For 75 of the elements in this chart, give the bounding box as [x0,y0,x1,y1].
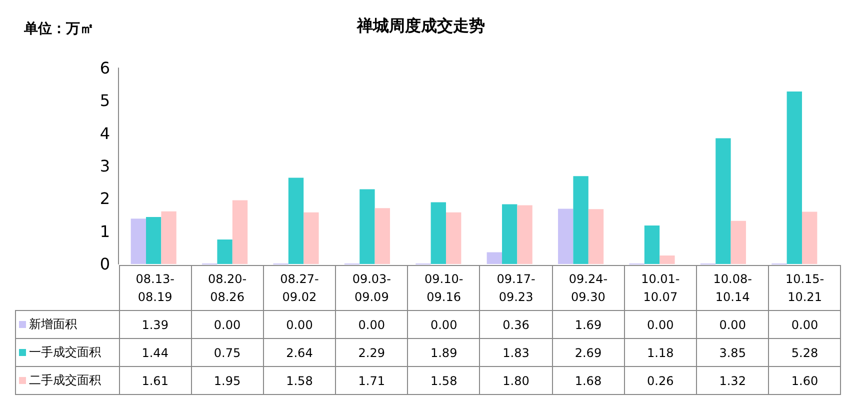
y-axis-title: 单位：万㎡ [24,20,94,38]
bar [588,209,604,264]
data-label: 1.89 [408,338,480,366]
bar [304,212,319,264]
y-tick-label: 5 [100,91,110,110]
data-label: 1.60 [768,366,841,394]
bar [786,92,802,264]
bar [716,138,731,264]
legend-label: 二手成交面积 [16,366,119,394]
data-label: 2.29 [336,338,408,366]
data-label: 1.95 [191,366,264,394]
bar [161,211,176,264]
data-label: 0.00 [191,310,264,338]
x-tick-label: 09.03-09.09 [336,266,408,310]
x-tick-label: 09.10-09.16 [408,266,480,310]
data-label: 1.83 [480,338,552,366]
bar [446,212,462,264]
data-label: 2.69 [552,338,624,366]
data-label: 0.36 [480,310,552,338]
y-tick-label: 1 [100,222,110,241]
y-tick-label: 4 [100,124,110,143]
data-label: 0.75 [191,338,264,366]
bar [660,256,675,264]
bar [730,220,746,264]
data-label: 0.26 [624,366,696,394]
bar [430,202,446,264]
data-label: 1.68 [552,366,624,394]
data-label: 1.39 [119,310,192,338]
x-tick-label: 09.17-09.23 [480,266,552,310]
bar [486,252,502,264]
chart-title: 禅城周度成交走势 [357,16,485,35]
data-label: 1.80 [480,366,552,394]
bar [558,208,574,264]
y-tick-label: 6 [100,58,110,78]
x-tick-label: 10.01-10.07 [624,266,696,310]
bar [573,176,588,264]
bar [146,216,162,264]
bar [802,212,818,264]
data-label: 1.58 [408,366,480,394]
x-tick-label: 10.15-10.21 [768,266,841,310]
legend-label: 一手成交面积 [16,338,119,366]
data-label: 0.00 [263,310,336,338]
x-tick-label: 08.20-08.26 [191,266,264,310]
bar [644,225,660,264]
data-label: 1.18 [624,338,696,366]
bar [130,218,146,264]
bar [288,178,304,264]
data-label: 1.61 [119,366,192,394]
data-label: 3.85 [696,338,769,366]
bar [217,240,232,264]
y-tick-label: 2 [100,189,110,208]
data-label: 0.00 [768,310,841,338]
bar [517,205,532,264]
data-label: 1.32 [696,366,769,394]
data-label: 2.64 [263,338,336,366]
data-label: 0.00 [624,310,696,338]
bar [232,200,248,264]
data-label: 0.00 [696,310,769,338]
data-label: 0.00 [336,310,408,338]
bar [360,189,375,264]
x-tick-label: 08.27-09.02 [263,266,336,310]
x-tick-label: 08.13-08.19 [119,266,192,310]
data-label: 5.28 [768,338,841,366]
data-label: 1.69 [552,310,624,338]
data-label: 1.58 [263,366,336,394]
legend-label: 新增面积 [16,310,119,338]
x-tick-label: 10.08-10.14 [696,266,769,310]
y-tick-label: 0 [100,254,110,274]
data-label: 1.44 [119,338,192,366]
x-tick-label: 09.24-09.30 [552,266,624,310]
data-label: 0.00 [408,310,480,338]
data-label: 1.71 [336,366,408,394]
bar [502,204,518,264]
y-tick-label: 3 [100,156,110,176]
bar [374,208,390,264]
